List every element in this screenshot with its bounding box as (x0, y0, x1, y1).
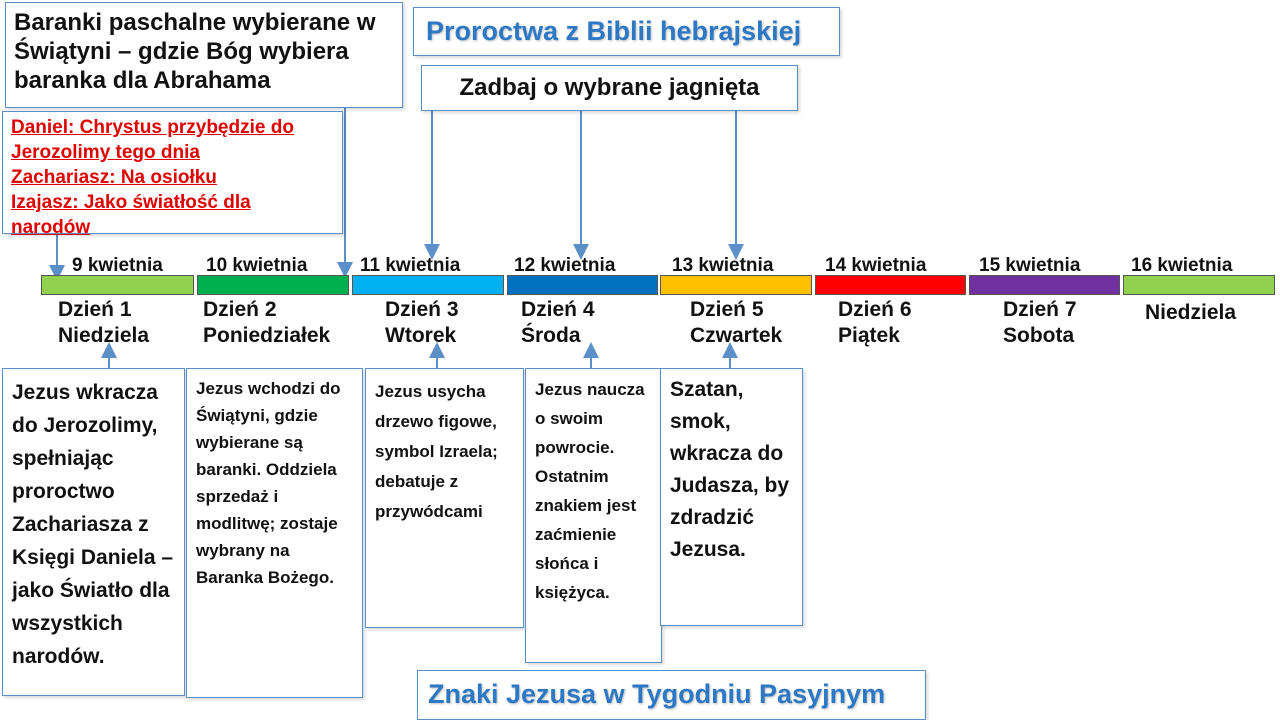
day-label-4: Dzień 4 Środa (521, 297, 595, 349)
day-name: Środa (521, 324, 581, 347)
event-box-day1: Jezus wkracza do Jerozolimy, spełniając … (2, 368, 185, 696)
day-label-8: Niedziela (1145, 300, 1236, 326)
day-label-2: Dzień 2 Poniedziałek (203, 297, 330, 349)
prophecy-daniel: Daniel: Chrystus przybędzie do Jerozolim… (11, 117, 294, 163)
timeline-date-4: 12 kwietnia (514, 255, 616, 276)
timeline-bar-6 (815, 275, 966, 295)
bottom-title: Znaki Jezusa w Tygodniu Pasyjnym (428, 679, 886, 709)
timeline-bar-7 (969, 275, 1120, 295)
bottom-title-box: Znaki Jezusa w Tygodniu Pasyjnym (417, 670, 926, 720)
day-name: Piątek (838, 324, 900, 347)
day-name: Poniedziałek (203, 324, 331, 347)
timeline-bar-2 (197, 275, 349, 295)
day-name: Wtorek (385, 324, 457, 347)
prophecy-isaiah: Izajasz: Jako światłość dla narodów (11, 192, 251, 238)
timeline-bar-8 (1123, 275, 1275, 295)
timeline-bar-1 (41, 275, 194, 295)
event-box-day2: Jezus wchodzi do Świątyni, gdzie wybiera… (186, 368, 363, 698)
diagram-title: Proroctwa z Biblii hebrajskiej (426, 16, 802, 46)
day-label-7: Dzień 7 Sobota (1003, 297, 1077, 349)
timeline-date-5: 13 kwietnia (672, 255, 774, 276)
timeline-date-1: 9 kwietnia (72, 255, 163, 276)
day-number: Dzień 6 (838, 298, 912, 321)
day-label-1: Dzień 1 Niedziela (58, 297, 149, 349)
diagram-title-box: Proroctwa z Biblii hebrajskiej (413, 7, 840, 56)
timeline-date-7: 15 kwietnia (979, 255, 1081, 276)
event-box-day4: Jezus naucza o swoim powrocie. Ostatnim … (525, 368, 662, 663)
event-text: Szatan, smok, wkracza do Judasza, by zdr… (670, 378, 790, 561)
event-text: Jezus naucza o swoim powrocie. Ostatnim … (535, 380, 645, 602)
prophecies-box: Daniel: Chrystus przybędzie do Jerozolim… (2, 111, 343, 238)
timeline-bar-5 (660, 275, 812, 295)
abraham-lamb-text: Baranki paschalne wybierane w Świątyni –… (14, 9, 376, 94)
timeline-date-6: 14 kwietnia (825, 255, 927, 276)
timeline-date-8: 16 kwietnia (1131, 255, 1233, 276)
day-label-3: Dzień 3 Wtorek (385, 297, 459, 349)
day-label-5: Dzień 5 Czwartek (690, 297, 782, 349)
event-box-day3: Jezus usycha drzewo figowe, symbol Izrae… (365, 368, 524, 628)
timeline-date-3: 11 kwietnia (360, 255, 461, 276)
event-text: Jezus wchodzi do Świątyni, gdzie wybiera… (196, 379, 341, 587)
day-number: Dzień 7 (1003, 298, 1077, 321)
day-number: Dzień 1 (58, 298, 132, 321)
event-text: Jezus wkracza do Jerozolimy, spełniając … (12, 381, 174, 668)
timeline-bar-4 (507, 275, 658, 295)
chosen-lambs-text: Zadbaj o wybrane jagnięta (459, 74, 760, 101)
day-number: Dzień 5 (690, 298, 764, 321)
day-number: Dzień 4 (521, 298, 595, 321)
prophecy-zechariah: Zachariasz: Na osiołku (11, 167, 217, 188)
abraham-lamb-box: Baranki paschalne wybierane w Świątyni –… (5, 2, 403, 108)
day-name: Niedziela (58, 324, 150, 347)
day-number: Dzień 3 (385, 298, 459, 321)
day-name: Czwartek (690, 324, 783, 347)
chosen-lambs-box: Zadbaj o wybrane jagnięta (421, 65, 798, 111)
day-label-6: Dzień 6 Piątek (838, 297, 912, 349)
event-box-day5: Szatan, smok, wkracza do Judasza, by zdr… (660, 368, 803, 626)
timeline-bar-3 (352, 275, 504, 295)
event-text: Jezus usycha drzewo figowe, symbol Izrae… (375, 382, 498, 521)
day-name: Sobota (1003, 324, 1075, 347)
day-name: Niedziela (1145, 301, 1237, 324)
timeline-date-2: 10 kwietnia (206, 255, 308, 276)
day-number: Dzień 2 (203, 298, 277, 321)
